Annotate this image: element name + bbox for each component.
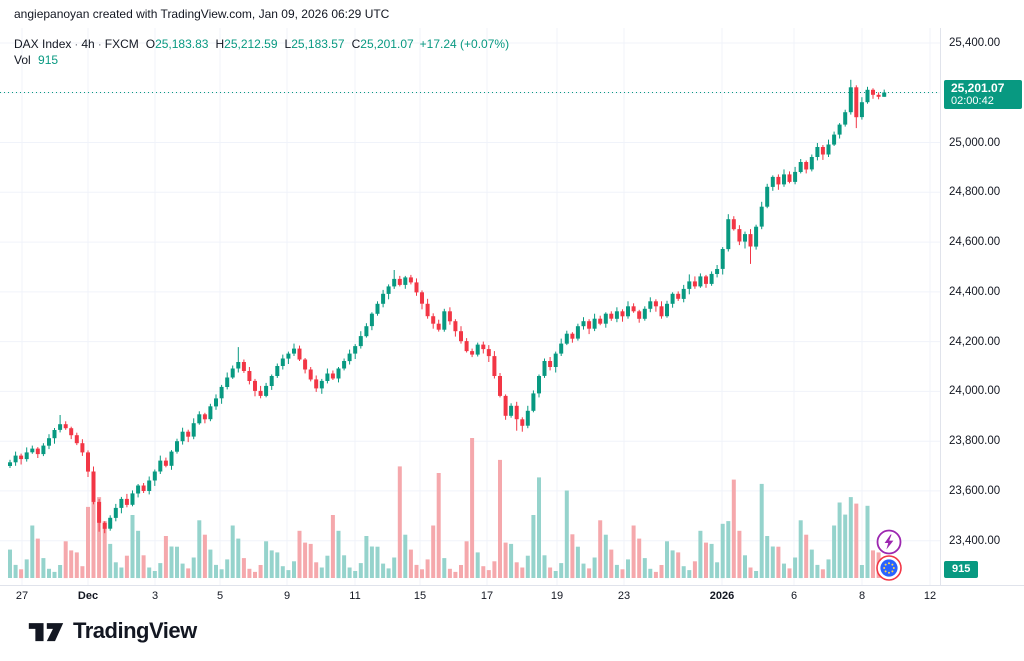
low-value: 25,183.57 xyxy=(291,37,345,51)
last-price-value: 25,201.07 xyxy=(951,81,1005,95)
legend-volume-row: Vol 915 xyxy=(14,52,509,68)
separator-dot: · xyxy=(97,37,102,51)
eu-economic-event-marker[interactable] xyxy=(876,555,902,581)
last-price-badge: 25,201.07 02:00:42 xyxy=(944,80,1022,109)
time-axis-label: 12 xyxy=(923,590,937,602)
time-axis-label: 2026 xyxy=(709,590,735,602)
price-axis-label: 24,600.00 xyxy=(949,236,1001,248)
tradingview-logo-mark xyxy=(28,623,64,642)
time-axis-label: 27 xyxy=(15,590,29,602)
price-axis[interactable]: 25,201.07 02:00:42 915 25,400.00 25,000.0… xyxy=(940,28,1024,585)
time-axis-label: 19 xyxy=(550,590,564,602)
low-label: L xyxy=(284,37,292,51)
time-axis-label: 8 xyxy=(858,590,866,602)
volume-value: 915 xyxy=(38,53,59,67)
time-axis-label: 9 xyxy=(283,590,291,602)
time-axis-label: 11 xyxy=(349,590,361,602)
time-axis-label: 23 xyxy=(617,590,631,602)
price-axis-label: 24,000.00 xyxy=(949,385,1001,397)
eu-flag-icon xyxy=(876,555,902,581)
time-axis-label: 3 xyxy=(151,590,159,602)
price-axis-label: 25,000.00 xyxy=(949,137,1001,149)
open-value: 25,183.83 xyxy=(155,37,209,51)
high-label: H xyxy=(215,37,225,51)
close-label: C xyxy=(351,37,361,51)
tradingview-logo-text: TradingView xyxy=(73,617,197,643)
price-axis-label: 23,800.00 xyxy=(949,435,1001,447)
exchange-label: FXCM xyxy=(104,37,139,51)
volume-label: Vol xyxy=(14,53,31,67)
time-axis-label: 6 xyxy=(790,590,798,602)
flash-event-marker[interactable] xyxy=(876,529,902,555)
separator-dot: · xyxy=(74,37,79,51)
chart-area[interactable]: DAX Index · 4h · FXCM O25,183.83 H25,212.59 L25… xyxy=(0,28,940,585)
change-value: +17.24 (+0.07%) xyxy=(419,37,510,51)
time-axis-label: 17 xyxy=(480,590,494,602)
lightning-icon xyxy=(876,529,902,555)
symbol-name[interactable]: DAX Index xyxy=(14,37,72,51)
high-value: 25,212.59 xyxy=(224,37,278,51)
time-axis-label: 15 xyxy=(413,590,427,602)
open-label: O xyxy=(145,37,156,51)
price-axis-label: 23,400.00 xyxy=(949,535,1001,547)
attribution-text: angiepanoyan created with TradingView.co… xyxy=(14,7,390,21)
close-value: 25,201.07 xyxy=(360,37,414,51)
time-axis-label: Dec xyxy=(77,590,99,602)
chart-legend[interactable]: DAX Index · 4h · FXCM O25,183.83 H25,212.59 L25… xyxy=(14,36,509,68)
interval-label[interactable]: 4h xyxy=(81,37,95,51)
candlestick-chart[interactable] xyxy=(0,28,940,585)
price-axis-label: 24,400.00 xyxy=(949,286,1001,298)
price-axis-label: 23,600.00 xyxy=(949,485,1001,497)
time-axis-label: 5 xyxy=(216,590,224,602)
price-axis-label: 24,200.00 xyxy=(949,336,1001,348)
volume-axis-badge: 915 xyxy=(944,561,979,578)
legend-ohlc-row: DAX Index · 4h · FXCM O25,183.83 H25,212.59 L25… xyxy=(14,36,509,52)
time-axis[interactable]: 27 Dec 3 5 9 11 15 17 19 23 2026 6 8 12 xyxy=(0,585,1024,607)
price-axis-label: 25,400.00 xyxy=(949,37,1001,49)
bar-countdown: 02:00:42 xyxy=(951,95,994,107)
price-axis-label: 24,800.00 xyxy=(949,186,1001,198)
tradingview-logo[interactable]: TradingView xyxy=(28,615,197,646)
